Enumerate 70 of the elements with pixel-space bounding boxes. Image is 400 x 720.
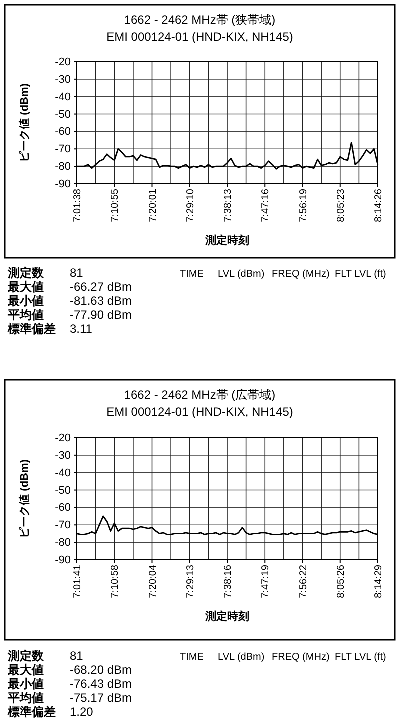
x-tick-label: 8:05:26 <box>336 564 347 598</box>
x-axis-title: 測定時刻 <box>204 234 250 247</box>
x-tick-label: 7:47:19 <box>260 564 272 598</box>
x-tick-label: 7:56:22 <box>298 564 310 598</box>
x-tick-label: 7:01:38 <box>72 188 84 222</box>
x-tick-label: 7:38:16 <box>223 564 234 598</box>
y-tick-label: -80 <box>55 161 71 174</box>
text: 平均値 <box>7 308 44 322</box>
x-tick-label: 7:10:55 <box>110 188 122 222</box>
x-tick-label: 7:38:13 <box>223 188 234 222</box>
text: TIME <box>180 269 204 280</box>
y-tick-label: -70 <box>55 520 71 532</box>
text: TIME <box>180 652 204 663</box>
text: FREQ (MHz) <box>272 269 330 280</box>
text: 81 <box>70 266 84 280</box>
y-tick-label: -30 <box>55 74 71 86</box>
text: 1.20 <box>70 705 94 719</box>
text: -75.17 dBm <box>70 691 132 705</box>
y-tick-label: -70 <box>55 144 71 156</box>
x-tick-label: 7:29:10 <box>185 188 196 222</box>
text: 測定数 <box>7 649 45 663</box>
text: -76.43 dBm <box>70 677 132 691</box>
text: 最大値 <box>7 663 44 677</box>
y-tick-label: -80 <box>55 537 71 550</box>
x-tick-label: 8:05:23 <box>336 188 347 222</box>
text: 81 <box>70 649 84 663</box>
y-tick-label: -40 <box>55 467 71 480</box>
x-tick-label: 7:29:13 <box>185 564 196 598</box>
text: 3.11 <box>70 322 93 336</box>
text: -77.90 dBm <box>70 308 132 322</box>
y-tick-label: -40 <box>55 91 71 104</box>
x-tick-label: 7:47:16 <box>260 188 272 222</box>
y-tick-label: -90 <box>55 178 71 191</box>
y-tick-label: -50 <box>55 484 71 497</box>
text: FLT LVL (ft) <box>335 269 386 280</box>
text: 測定数 <box>7 266 45 280</box>
text: 最小値 <box>7 677 44 691</box>
x-tick-label: 7:01:41 <box>72 564 84 598</box>
text: FREQ (MHz) <box>272 652 330 663</box>
chart-subtitle: EMI 000124-01 (HND-KIX, NH145) <box>106 405 294 419</box>
chart-title: 1662 - 2462 MHz帯 (狭帯域) <box>124 13 276 27</box>
y-tick-label: -90 <box>55 554 71 567</box>
text: 最大値 <box>7 280 44 294</box>
y-tick-label: -20 <box>55 56 71 69</box>
y-tick-label: -50 <box>55 108 71 121</box>
y-axis-title: ピーク値 (dBm) <box>18 83 31 162</box>
x-axis-title: 測定時刻 <box>204 610 250 623</box>
text: FLT LVL (ft) <box>335 652 386 663</box>
chart-subtitle: EMI 000124-01 (HND-KIX, NH145) <box>106 30 294 44</box>
text: 標準偏差 <box>7 705 56 719</box>
text: 平均値 <box>7 691 44 705</box>
x-tick-label: 7:20:04 <box>148 564 159 598</box>
x-tick-label: 7:10:58 <box>110 564 122 598</box>
x-tick-label: 7:56:19 <box>298 188 310 222</box>
text: LVL (dBm) <box>218 652 265 663</box>
x-tick-label: 8:14:29 <box>374 564 384 598</box>
y-tick-label: -60 <box>55 126 71 138</box>
x-tick-label: 7:20:01 <box>148 188 159 222</box>
y-tick-label: -30 <box>55 450 71 462</box>
y-tick-label: -60 <box>55 502 71 514</box>
text: LVL (dBm) <box>218 269 265 280</box>
x-tick-label: 8:14:26 <box>374 188 384 222</box>
chart-title: 1662 - 2462 MHz帯 (広帯域) <box>124 388 276 402</box>
text: -66.27 dBm <box>70 280 132 294</box>
y-axis-title: ピーク値 (dBm) <box>18 459 31 538</box>
text: 標準偏差 <box>7 322 56 336</box>
text: -68.20 dBm <box>70 663 132 677</box>
text: 最小値 <box>7 294 44 308</box>
text: -81.63 dBm <box>70 294 132 308</box>
y-tick-label: -20 <box>55 432 71 445</box>
